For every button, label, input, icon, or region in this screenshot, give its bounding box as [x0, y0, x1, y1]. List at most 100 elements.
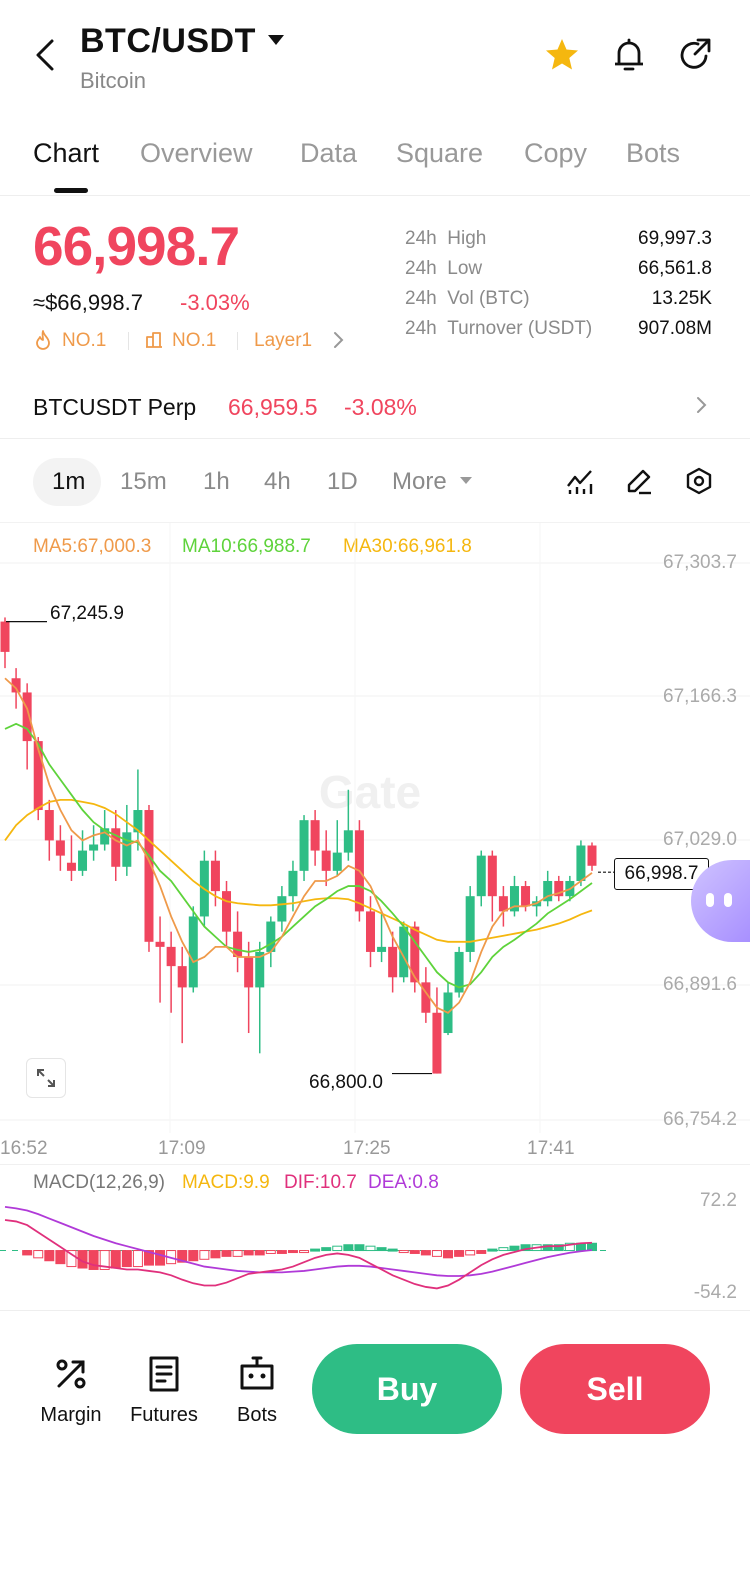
macd-bar: [299, 1250, 310, 1254]
macd-bar: [287, 1250, 298, 1254]
candle: [111, 828, 121, 867]
macd-bar: [221, 1250, 232, 1257]
buy-button[interactable]: Buy: [312, 1344, 502, 1434]
macd-bar: [431, 1250, 442, 1257]
tab-chart[interactable]: Chart: [33, 138, 100, 168]
tag-divider: [128, 332, 129, 350]
tab-bots[interactable]: Bots: [626, 138, 681, 168]
margin-label: Margin: [40, 1404, 102, 1426]
chevron-right-icon[interactable]: [696, 396, 708, 414]
low-marker: 66,800.0: [309, 1072, 383, 1093]
share-icon[interactable]: [676, 36, 714, 74]
pair-title[interactable]: BTC/USDT: [80, 22, 256, 60]
macd-bar: [509, 1245, 520, 1252]
candle: [498, 896, 508, 912]
macd-bar: [22, 1250, 33, 1256]
candle: [222, 891, 232, 932]
stat-label: 24h Turnover (USDT): [405, 318, 593, 339]
tag-category[interactable]: Layer1: [254, 330, 313, 351]
macd-bar: [387, 1248, 398, 1252]
building-icon: [146, 332, 162, 348]
macd-chart[interactable]: [0, 1190, 750, 1305]
indicator-icon[interactable]: [565, 466, 595, 496]
tab-copy[interactable]: Copy: [524, 138, 588, 168]
macd-bar: [33, 1250, 44, 1259]
macd-bar: [454, 1250, 465, 1257]
bubble-eye: [706, 893, 714, 907]
tag-rank-cap[interactable]: NO.1: [172, 330, 217, 351]
draw-pencil-icon[interactable]: [624, 466, 654, 496]
macd-bar: [44, 1250, 55, 1262]
macd-bar: [321, 1247, 332, 1252]
macd-bar: [476, 1250, 487, 1254]
candlestick-chart[interactable]: Gate: [0, 523, 750, 1163]
candle: [388, 946, 398, 978]
y-tick: 67,166.3: [663, 686, 737, 707]
macd-bar: [121, 1250, 132, 1268]
settings-icon[interactable]: [684, 466, 714, 496]
macd-bar: [177, 1250, 188, 1263]
candle: [321, 850, 331, 871]
sell-button[interactable]: Sell: [520, 1344, 710, 1434]
macd-bar: [376, 1247, 387, 1252]
macd-bar: [232, 1250, 243, 1257]
interval-15m[interactable]: 15m: [120, 468, 167, 495]
candle: [587, 845, 597, 866]
candle: [0, 621, 10, 652]
candle: [233, 931, 243, 958]
macd-bar: [332, 1245, 343, 1252]
candle: [554, 880, 564, 897]
macd-bar: [188, 1250, 199, 1262]
candle: [343, 830, 353, 853]
interval-more[interactable]: More: [392, 468, 447, 495]
assistant-bubble[interactable]: [691, 860, 750, 942]
interval-1h[interactable]: 1h: [203, 468, 230, 495]
y-tick: 67,029.0: [663, 829, 737, 850]
tag-rank-hot[interactable]: NO.1: [62, 330, 107, 351]
macd-bar: [343, 1244, 354, 1252]
macd-bar: [210, 1250, 221, 1259]
stat-value-turnover: 907.08M: [638, 318, 712, 339]
candle: [177, 966, 187, 988]
bell-icon[interactable]: [610, 36, 648, 74]
tab-overview[interactable]: Overview: [140, 138, 253, 168]
interval-1m[interactable]: 1m: [52, 468, 86, 495]
dea-line: [4, 1205, 593, 1277]
x-tick: 16:52: [0, 1138, 48, 1159]
macd-bar: [365, 1245, 376, 1252]
usd-price: ≈$66,998.7: [33, 290, 143, 315]
dif-value: DIF:10.7: [284, 1172, 357, 1193]
macd-bar: [564, 1242, 575, 1252]
star-icon[interactable]: [543, 36, 581, 74]
candle: [509, 886, 519, 912]
tab-square[interactable]: Square: [396, 138, 484, 168]
ma30-line: [4, 798, 593, 943]
macd-bar: [310, 1248, 321, 1252]
caret-down-icon[interactable]: [460, 477, 472, 485]
interval-4h[interactable]: 4h: [264, 468, 291, 495]
macd-bar: [443, 1250, 454, 1259]
last-price: 66,998.7: [33, 215, 240, 277]
tab-data[interactable]: Data: [300, 138, 358, 168]
x-tick: 17:25: [343, 1138, 391, 1159]
candle: [465, 896, 475, 952]
fullscreen-button[interactable]: [26, 1058, 66, 1098]
x-tick: 17:41: [527, 1138, 575, 1159]
candle: [133, 810, 143, 833]
interval-1d[interactable]: 1D: [327, 468, 358, 495]
caret-down-icon[interactable]: [268, 35, 284, 47]
macd-bar: [420, 1250, 431, 1256]
futures-icon: [149, 1356, 179, 1392]
macd-bar: [143, 1250, 154, 1266]
stat-label: 24h Low: [405, 258, 483, 279]
macd-bar: [409, 1250, 420, 1254]
back-arrow-icon[interactable]: [30, 38, 64, 72]
candle: [288, 870, 298, 897]
candle: [266, 921, 276, 952]
watermark-logo: Gate: [319, 766, 421, 818]
macd-bar: [199, 1250, 210, 1260]
chevron-right-icon[interactable]: [333, 331, 345, 349]
stat-label: 24h Vol (BTC): [405, 288, 530, 309]
last-price-marker: 66,998.7: [614, 858, 709, 890]
macd-bar: [354, 1244, 365, 1252]
